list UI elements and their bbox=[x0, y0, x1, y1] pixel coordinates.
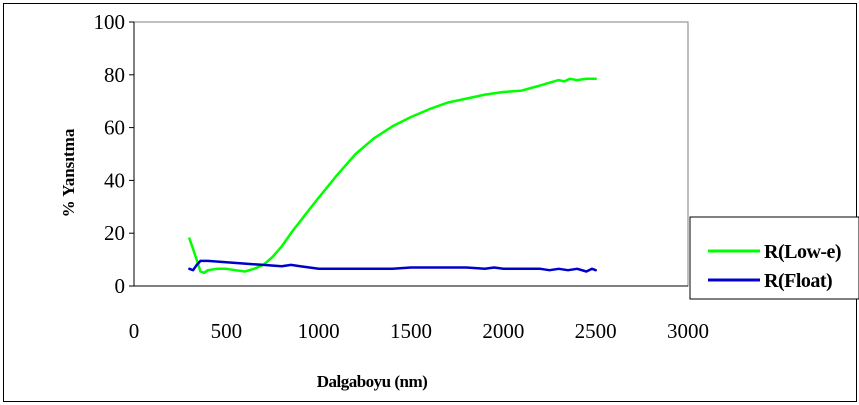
x-tick-label: 1000 bbox=[298, 319, 340, 343]
series-line-float bbox=[188, 259, 597, 273]
series-line-low-e bbox=[188, 77, 597, 275]
x-tick-label: 0 bbox=[129, 319, 140, 343]
x-tick-label: 2000 bbox=[482, 319, 524, 343]
y-axis-title: % Yansıtma bbox=[59, 128, 78, 217]
legend-box bbox=[689, 216, 859, 300]
x-axis-title: Dalgaboyu (nm) bbox=[317, 372, 428, 391]
y-tick-label: 0 bbox=[115, 274, 126, 298]
y-tick-label: 40 bbox=[104, 168, 125, 192]
y-tick-label: 60 bbox=[104, 116, 125, 140]
series-layer bbox=[188, 77, 597, 275]
y-tick-label: 100 bbox=[94, 10, 126, 34]
y-tick-label: 20 bbox=[104, 221, 125, 245]
y-tick-label: 80 bbox=[104, 63, 125, 87]
x-tick-label: 2500 bbox=[575, 319, 617, 343]
x-tick-label: 500 bbox=[211, 319, 243, 343]
plot-area bbox=[133, 21, 689, 287]
x-tick-label: 1500 bbox=[390, 319, 432, 343]
legend-label-float: R(Float) bbox=[764, 270, 832, 292]
legend-label-low-e: R(Low-e) bbox=[764, 241, 841, 263]
legend: R(Low-e) R(Float) bbox=[689, 216, 859, 300]
x-tick-label: 3000 bbox=[667, 319, 709, 343]
